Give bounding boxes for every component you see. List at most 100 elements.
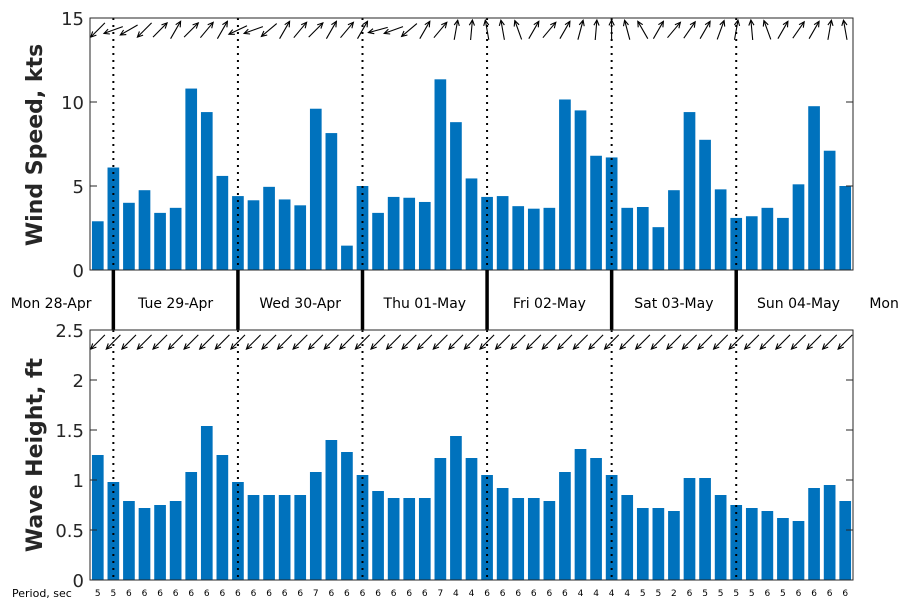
wave-bar: [823, 485, 836, 580]
period-value: 6: [515, 589, 521, 599]
wind-bar: [387, 196, 400, 270]
wave-ytick-label: 2: [73, 371, 84, 392]
wind-bar: [808, 106, 820, 270]
wind-bar: [792, 184, 805, 270]
wave-arrow: [759, 334, 775, 350]
wind-arrow: [183, 22, 200, 38]
wave-arrow: [494, 334, 511, 350]
period-value: 6: [297, 589, 303, 599]
wind-arrow: [637, 20, 649, 39]
wind-arrow: [279, 20, 291, 39]
period-value: 6: [796, 589, 802, 599]
period-value: 6: [500, 589, 506, 599]
wave-bar: [839, 501, 852, 580]
wind-bar: [169, 207, 182, 270]
wind-arrow: [733, 18, 741, 40]
wind-arrow: [777, 20, 789, 39]
wave-bar: [216, 455, 229, 580]
wind-arrow: [453, 18, 460, 40]
wind-arrow: [667, 21, 682, 39]
period-value: 6: [827, 589, 833, 599]
period-value: 6: [142, 589, 148, 599]
wave-bar: [325, 440, 338, 580]
wind-arrow: [841, 18, 848, 40]
period-value: 6: [220, 589, 226, 599]
wind-bar: [496, 196, 509, 270]
wind-bar: [574, 110, 587, 271]
wave-arrow: [588, 334, 604, 350]
wind-arrow: [419, 20, 431, 39]
wind-bar: [481, 196, 493, 270]
wind-arrow: [383, 26, 404, 35]
wind-arrow: [433, 21, 448, 39]
wind-arrow: [542, 21, 557, 39]
wave-arrow: [775, 334, 791, 350]
wind-arrow: [716, 19, 726, 40]
wave-bar: [263, 495, 275, 580]
wave-bar: [341, 452, 353, 580]
period-value: 6: [687, 589, 693, 599]
period-value: 6: [406, 589, 412, 599]
wind-bar: [527, 208, 540, 270]
wind-arrow: [170, 20, 182, 39]
day-label: Tue 29-Apr: [137, 296, 213, 312]
wind-bar: [839, 186, 852, 270]
wave-bar: [232, 482, 244, 580]
wave-arrow: [230, 334, 246, 350]
wind-bar: [247, 200, 260, 270]
wave-bar: [730, 505, 743, 580]
wind-bar: [216, 175, 229, 270]
period-value: 5: [749, 589, 755, 599]
wave-arrow: [572, 334, 588, 350]
wind-bar: [107, 167, 120, 270]
wave-bar: [91, 455, 104, 580]
period-value: 6: [811, 589, 817, 599]
wave-bar: [543, 501, 556, 580]
wave-arrow: [634, 334, 651, 350]
wind-bar: [652, 227, 665, 270]
wind-arrow: [577, 19, 585, 40]
wave-arrow: [339, 334, 355, 350]
wind-arrow: [400, 23, 418, 38]
wind-arrow: [498, 18, 505, 40]
period-value: 6: [562, 589, 568, 599]
wave-bar: [590, 458, 602, 580]
wind-arrow: [242, 26, 264, 35]
wind-bar: [263, 186, 275, 270]
wind-arrow: [528, 20, 540, 39]
wind-bar: [294, 205, 307, 270]
wave-bar: [434, 458, 447, 580]
wind-ytick-label: 15: [61, 9, 84, 30]
wind-arrow: [119, 24, 138, 36]
wind-bar: [761, 207, 774, 270]
wave-arrow: [463, 334, 479, 350]
wave-height-bars: [91, 426, 852, 580]
wave-bar: [574, 449, 587, 580]
wave-arrow: [603, 334, 620, 350]
period-value: 6: [204, 589, 210, 599]
wave-bar: [138, 508, 151, 580]
wave-arrow: [806, 334, 822, 350]
wave-bar: [154, 505, 166, 580]
wave-arrow: [525, 334, 542, 350]
period-value: 4: [624, 589, 630, 599]
wind-arrow: [325, 20, 338, 39]
wave-arrow: [214, 334, 230, 350]
wind-ytick-label: 10: [61, 93, 84, 114]
day-label: Wed 30-Apr: [259, 296, 341, 312]
wave-bar: [278, 495, 291, 580]
wave-arrow: [105, 334, 121, 350]
wind-arrow: [622, 19, 631, 40]
period-value: 6: [157, 589, 163, 599]
wave-y-axis-label: Wave Height, ft: [23, 357, 48, 552]
wave-height-axes: 0 0.5 1 1.5 2 2.5 Wave Height, ft: [23, 321, 854, 592]
wind-axes-box: [89, 17, 854, 271]
wind-bar: [621, 207, 634, 270]
wave-arrow: [198, 334, 215, 350]
wind-bar: [450, 122, 462, 270]
wind-arrow: [513, 19, 523, 40]
wave-arrow: [292, 334, 308, 350]
wind-arrow: [136, 22, 152, 38]
wave-ytick-label: 2.5: [55, 321, 84, 342]
